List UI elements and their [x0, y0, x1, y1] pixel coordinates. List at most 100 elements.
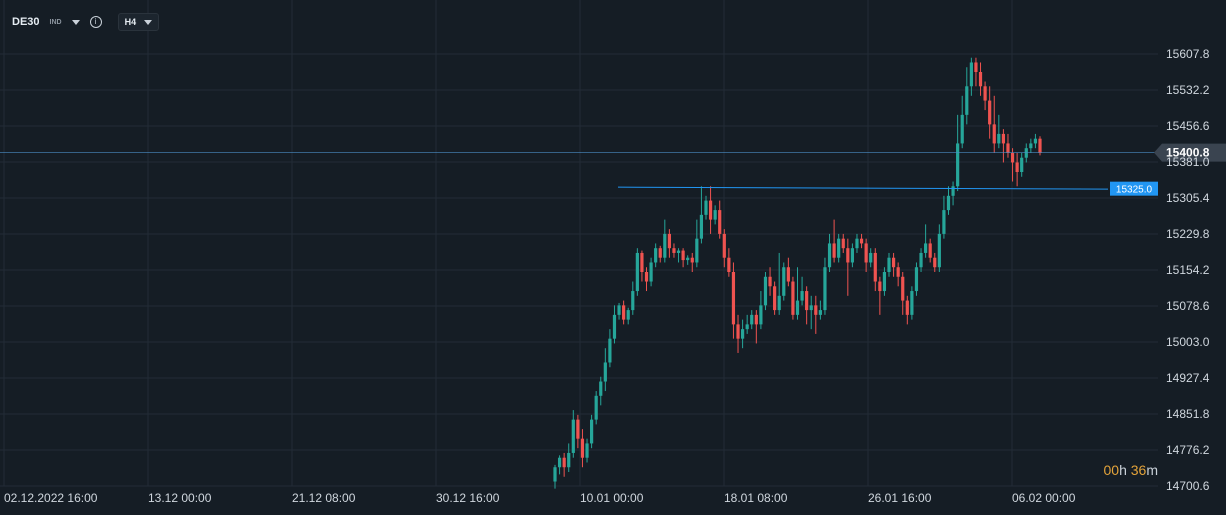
candle [827, 233, 832, 272]
candle [988, 86, 992, 139]
candle [983, 81, 987, 111]
candle-body [1010, 152, 1015, 163]
candle-body [718, 210, 722, 234]
candle-body [951, 186, 955, 196]
candle [562, 452, 566, 477]
candle [896, 262, 900, 287]
chevron-down-icon [144, 19, 153, 25]
candle-body [905, 300, 909, 315]
candle [777, 252, 781, 315]
candle [553, 464, 557, 489]
candle [997, 114, 1001, 149]
candle-body [754, 314, 758, 325]
countdown-minutes: 36 [1130, 462, 1147, 478]
candle-body [612, 314, 617, 339]
candle-body [585, 443, 589, 458]
candle [946, 186, 951, 215]
candle-body [727, 257, 731, 272]
candle-body [928, 243, 932, 258]
candle-body [914, 267, 919, 292]
x-tick-label: 26.01 16:00 [868, 491, 932, 505]
candle [654, 243, 658, 268]
countdown-minutes-unit: m [1146, 462, 1158, 478]
candle-body [676, 250, 681, 253]
candle [635, 248, 639, 296]
x-tick-label: 06.02 00:00 [1012, 491, 1076, 505]
candle-body [855, 238, 859, 249]
info-icon[interactable]: i [89, 16, 102, 28]
candle-body [805, 291, 809, 311]
candle-body [988, 100, 992, 125]
candle-body [896, 267, 900, 277]
candle-body [919, 252, 923, 268]
x-tick-label: 18.01 08:00 [724, 491, 788, 505]
candle [1033, 133, 1038, 149]
candle-body [997, 133, 1001, 144]
candle [951, 181, 955, 206]
candle-body [859, 238, 864, 244]
candle [672, 243, 676, 258]
y-axis: 15607.8 15532.2 15456.6 15381.0 15305.4 15229… [1166, 47, 1210, 493]
candle-body [878, 281, 882, 292]
candle-body [887, 257, 891, 272]
candle-body [946, 195, 951, 211]
candle [585, 438, 589, 463]
y-tick-label: 15229.8 [1166, 227, 1210, 241]
y-tick-label: 14776.2 [1166, 443, 1210, 457]
candle [594, 391, 598, 425]
candle [599, 376, 603, 406]
candle [937, 224, 941, 272]
candle-body [553, 467, 557, 482]
candle-body [910, 291, 914, 315]
candle-body [681, 250, 685, 261]
candle [695, 219, 699, 268]
price-label-box [1154, 143, 1226, 162]
candle-body [873, 252, 877, 282]
x-tick-label: 10.01 00:00 [580, 491, 644, 505]
candle [626, 307, 630, 325]
candle [795, 267, 800, 320]
y-tick-label: 14927.4 [1166, 371, 1210, 385]
timeframe-selector[interactable]: H4 [117, 13, 160, 31]
candle-body [649, 262, 653, 282]
candle [745, 314, 749, 334]
candle [978, 62, 983, 96]
candle-body [690, 257, 694, 263]
candle-body [901, 276, 905, 301]
candle [690, 252, 694, 272]
candle [567, 443, 571, 472]
candle [686, 255, 690, 265]
candle [832, 219, 836, 263]
chevron-down-icon[interactable] [71, 19, 80, 25]
candle-body [1020, 157, 1024, 172]
candle-series [553, 57, 1042, 489]
candle [910, 286, 914, 320]
level-label-box [1110, 181, 1158, 196]
candle [914, 262, 919, 296]
instrument-type-label: IND [49, 18, 62, 26]
candle-body [965, 86, 969, 115]
candle-body [937, 233, 941, 268]
candle [640, 250, 644, 282]
candle [933, 252, 937, 272]
y-tick-label: 15381.0 [1166, 155, 1210, 169]
candle-body [800, 291, 804, 301]
candle [708, 186, 713, 234]
candle-body [827, 243, 832, 268]
candle-body [832, 243, 836, 258]
candle-body [974, 62, 978, 72]
candle [800, 276, 804, 306]
symbol-name[interactable]: DE30 [12, 16, 40, 28]
candle-countdown: 00h 36m [1103, 462, 1158, 478]
y-tick-label: 15532.2 [1166, 83, 1210, 97]
candle-body [1038, 138, 1042, 153]
level-label-text: 15325.0 [1116, 185, 1153, 196]
candle [631, 281, 635, 315]
candle-body [708, 200, 713, 220]
candle-body [882, 272, 887, 292]
candle-body [590, 419, 594, 444]
candle [850, 243, 855, 268]
candle [928, 238, 932, 263]
candle-body [608, 338, 612, 363]
